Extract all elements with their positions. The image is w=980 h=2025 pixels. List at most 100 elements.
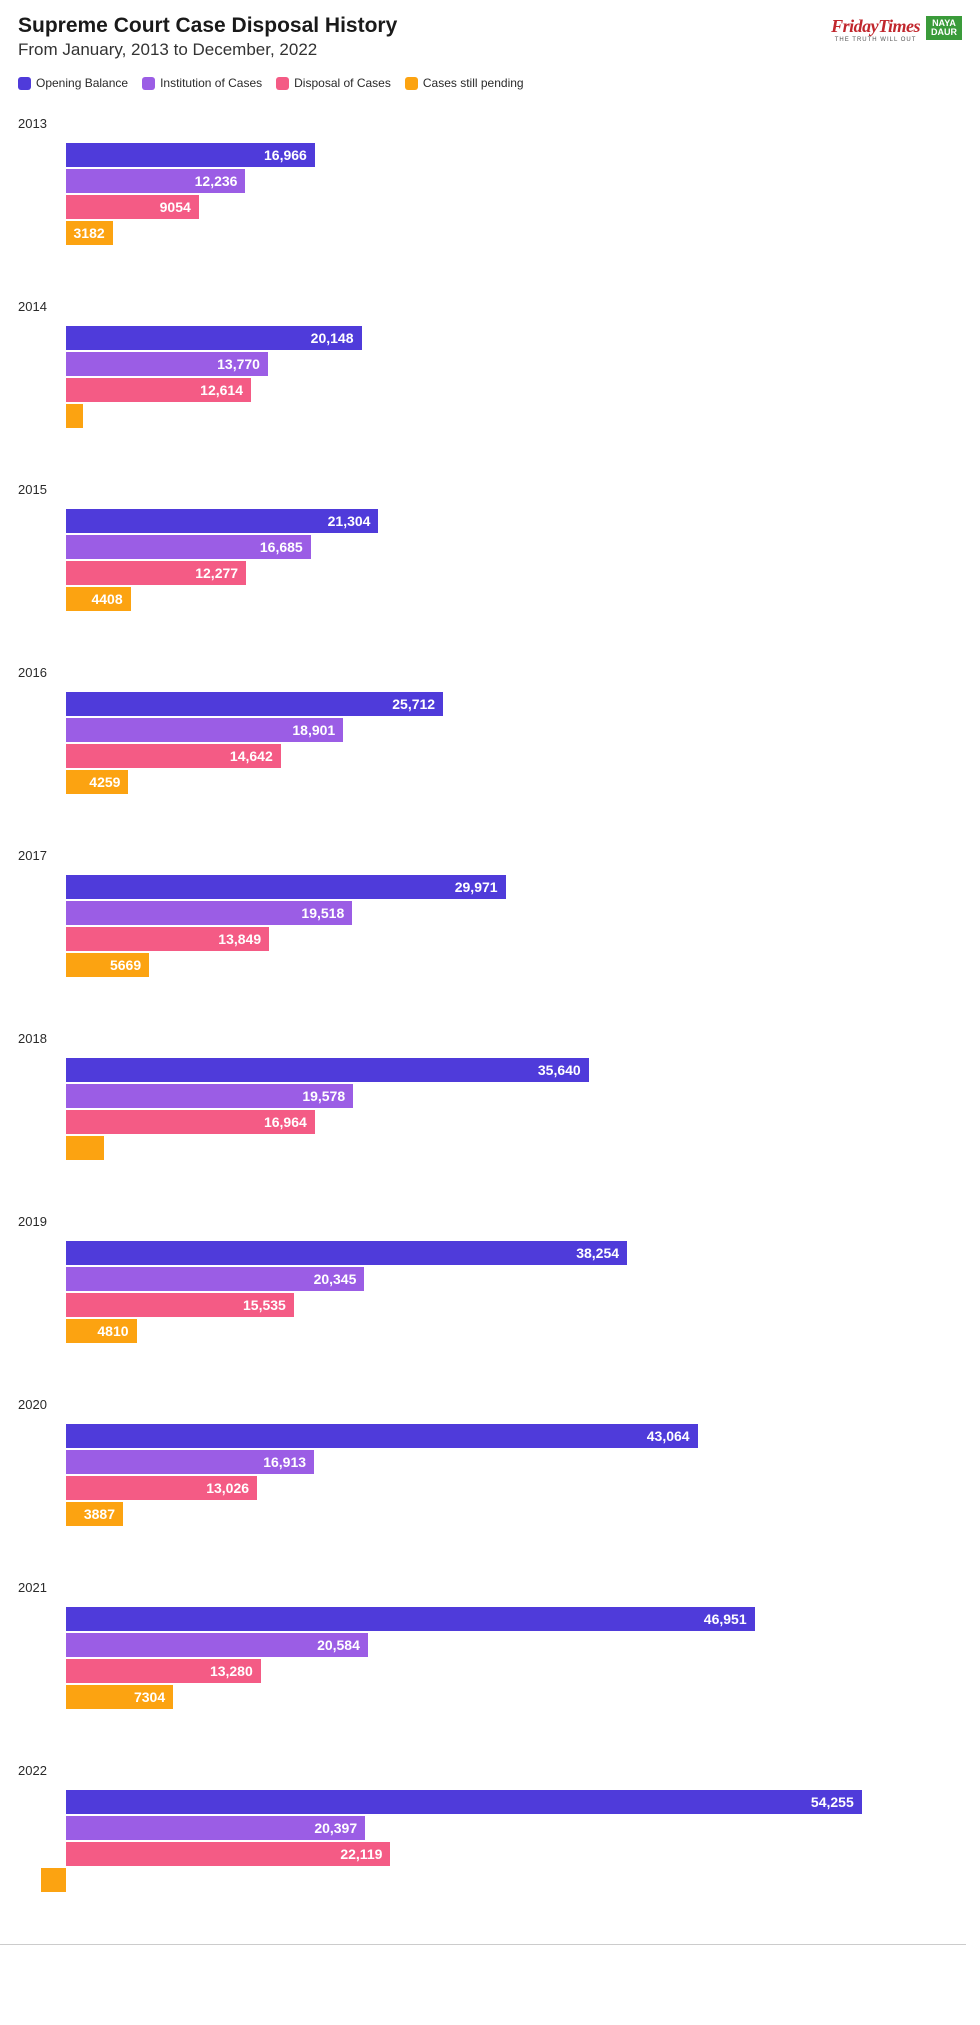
legend-swatch <box>276 77 289 90</box>
bar-set: 46,951 20,584 13,2807304 <box>66 1607 944 1709</box>
bar: 13,770 <box>66 352 268 376</box>
bar-value-label: 21,304 <box>328 513 371 529</box>
bar: 14,642 <box>66 744 281 768</box>
bar-row: 13,280 <box>66 1659 944 1683</box>
legend-swatch <box>405 77 418 90</box>
bar: 12,614 <box>66 378 251 402</box>
year-label: 2021 <box>18 1580 62 1595</box>
friday-times-wordmark: FridayTimes <box>831 16 920 37</box>
bar-value-label: 20,148 <box>311 330 354 346</box>
bar-set: 21,304 16,685 12,277 4408 <box>66 509 944 611</box>
year-group: 202043,06416,91313,0263887 <box>66 1381 944 1564</box>
bar-row: 15,535 <box>66 1293 944 1317</box>
bar-value-label: 4408 <box>91 591 122 607</box>
bar-row: 12,236 <box>66 169 944 193</box>
bar-value-label: 13,849 <box>218 931 261 947</box>
year-group: 201729,97119,51813,8495669 <box>66 832 944 1015</box>
year-group: 201420,14813,77012,614 <box>66 283 944 466</box>
bar-value-label: 29,971 <box>455 879 498 895</box>
year-group: 202254,25520,39722,119 <box>66 1747 944 1930</box>
bar: 29,971 <box>66 875 506 899</box>
naya-daur-line2: DAUR <box>931 28 957 37</box>
bar-set: 43,06416,913 13,026 3887 <box>66 1424 944 1526</box>
bar-value-label: 4810 <box>97 1323 128 1339</box>
bar-row: 16,913 <box>66 1450 944 1474</box>
bar: 20,148 <box>66 326 362 350</box>
bar-row: 19,578 <box>66 1084 944 1108</box>
bar-row: 25,712 <box>66 692 944 716</box>
bar-row: 7304 <box>66 1685 944 1709</box>
bar-value-label: 46,951 <box>704 1611 747 1627</box>
bar-row: 13,770 <box>66 352 944 376</box>
bar-value-label: 16,964 <box>264 1114 307 1130</box>
bar-value-label: 16,685 <box>260 539 303 555</box>
bar: 13,849 <box>66 927 269 951</box>
bar-row: 12,614 <box>66 378 944 402</box>
bar-negative <box>41 1868 66 1892</box>
bar: 7304 <box>66 1685 173 1709</box>
bar: 16,966 <box>66 143 315 167</box>
legend-label: Cases still pending <box>423 76 524 90</box>
year-group: 201521,30416,68512,2774408 <box>66 466 944 649</box>
year-group: 201835,64019,57816,964 <box>66 1015 944 1198</box>
friday-times-logo: FridayTimes THE TRUTH WILL OUT <box>831 16 920 43</box>
bar: 22,119 <box>66 1842 390 1866</box>
chart-subtitle: From January, 2013 to December, 2022 <box>18 40 397 60</box>
bar-row: 3887 <box>66 1502 944 1526</box>
bar-row: 5669 <box>66 953 944 977</box>
bar: 38,254 <box>66 1241 627 1265</box>
bar-value-label: 15,535 <box>243 1297 286 1313</box>
bar: 20,397 <box>66 1816 365 1840</box>
year-label: 2019 <box>18 1214 62 1229</box>
year-label: 2015 <box>18 482 62 497</box>
bar: 12,277 <box>66 561 246 585</box>
bar-value-label: 12,236 <box>195 173 238 189</box>
bar-row: 12,277 <box>66 561 944 585</box>
bar-row: 21,304 <box>66 509 944 533</box>
legend-item: Disposal of Cases <box>276 76 391 90</box>
bar: 13,280 <box>66 1659 261 1683</box>
legend-label: Disposal of Cases <box>294 76 391 90</box>
bar-row <box>66 1136 944 1160</box>
bar: 35,640 <box>66 1058 589 1082</box>
naya-daur-logo: NAYA DAUR <box>926 16 962 40</box>
bar-row: 9054 <box>66 195 944 219</box>
bar-value-label: 16,966 <box>264 147 307 163</box>
bar-row: 20,345 <box>66 1267 944 1291</box>
bar-row: 38,254 <box>66 1241 944 1265</box>
bar: 21,304 <box>66 509 378 533</box>
bar: 19,518 <box>66 901 352 925</box>
bar-value-label: 18,901 <box>292 722 335 738</box>
x-axis <box>0 1944 966 1945</box>
bar-value-label: 13,026 <box>206 1480 249 1496</box>
bar-row: 46,951 <box>66 1607 944 1631</box>
bar-value-label: 19,518 <box>301 905 344 921</box>
year-label: 2017 <box>18 848 62 863</box>
bar: 16,685 <box>66 535 311 559</box>
bar: 20,584 <box>66 1633 368 1657</box>
year-label: 2014 <box>18 299 62 314</box>
bar-value-label: 20,584 <box>317 1637 360 1653</box>
friday-times-tagline: THE TRUTH WILL OUT <box>835 37 917 43</box>
bar-row: 35,640 <box>66 1058 944 1082</box>
bar-row: 29,971 <box>66 875 944 899</box>
legend: Opening BalanceInstitution of CasesDispo… <box>18 76 962 90</box>
bar-set: 20,148 13,77012,614 <box>66 326 944 428</box>
bar <box>66 404 83 428</box>
bar-row: 19,518 <box>66 901 944 925</box>
bar-row: 4259 <box>66 770 944 794</box>
bar-row: 22,119 <box>66 1842 944 1866</box>
bar-value-label: 14,642 <box>230 748 273 764</box>
bar <box>66 1136 104 1160</box>
bar-set: 54,255 20,39722,119 <box>66 1790 944 1892</box>
bar-row: 13,026 <box>66 1476 944 1500</box>
bar: 43,064 <box>66 1424 698 1448</box>
bar: 3182 <box>66 221 113 245</box>
legend-item: Cases still pending <box>405 76 524 90</box>
bar: 12,236 <box>66 169 245 193</box>
bar-value-label: 20,345 <box>314 1271 357 1287</box>
bar: 16,964 <box>66 1110 315 1134</box>
bar-row: 16,964 <box>66 1110 944 1134</box>
bar-value-label: 54,255 <box>811 1794 854 1810</box>
year-group: 201316,96612,23690543182 <box>66 100 944 283</box>
